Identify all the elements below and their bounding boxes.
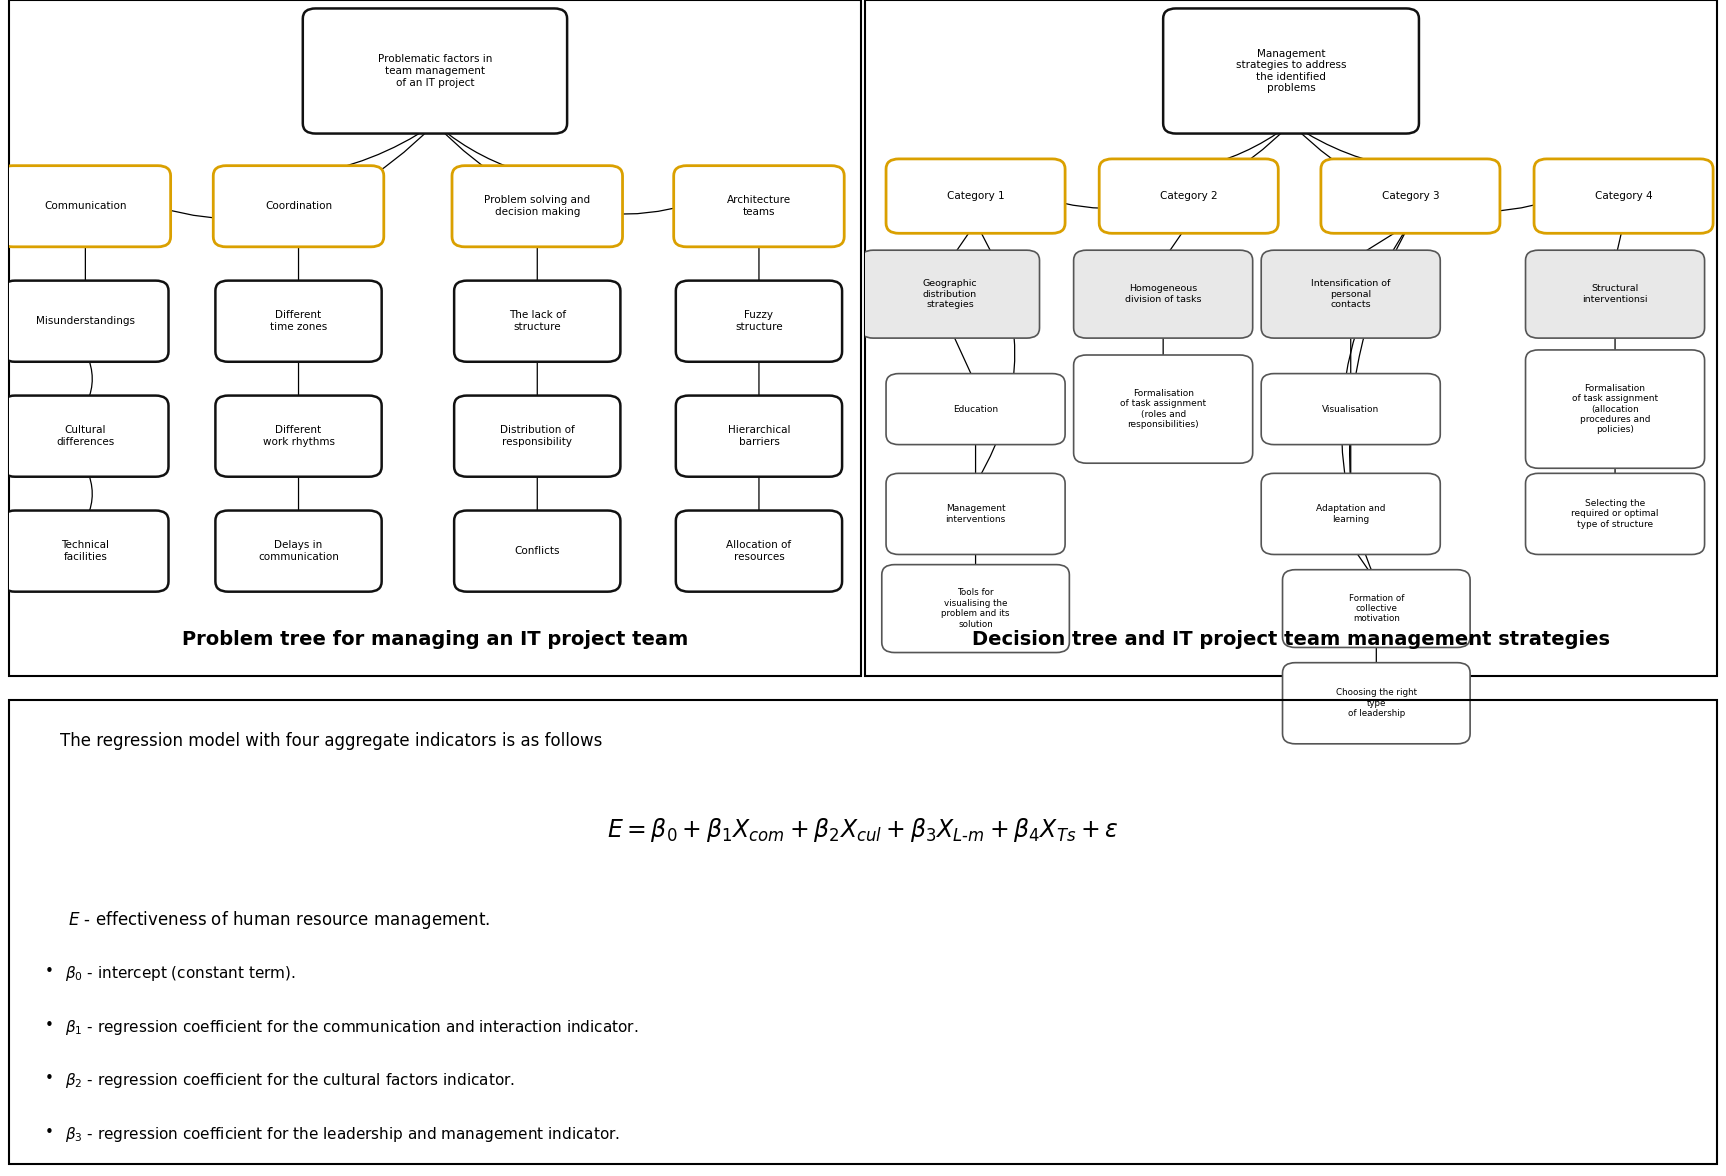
Text: Management
strategies to address
the identified
problems: Management strategies to address the ide…: [1236, 48, 1346, 93]
FancyBboxPatch shape: [1526, 473, 1705, 554]
FancyBboxPatch shape: [1074, 250, 1253, 339]
Text: Decision tree and IT project team management strategies: Decision tree and IT project team manage…: [972, 630, 1610, 649]
FancyBboxPatch shape: [1526, 250, 1705, 339]
Text: •: •: [45, 1124, 54, 1140]
FancyBboxPatch shape: [861, 250, 1039, 339]
Text: Different
time zones: Different time zones: [269, 310, 328, 332]
Text: $\beta_2$ - regression coefficient for the cultural factors indicator.: $\beta_2$ - regression coefficient for t…: [66, 1071, 514, 1090]
Text: $\mathit{E}=\beta_0+\beta_1\mathit{X}_{com}+\beta_2\mathit{X}_{cul}+\beta_3\math: $\mathit{E}=\beta_0+\beta_1\mathit{X}_{c…: [608, 816, 1118, 844]
Text: Management
interventions: Management interventions: [946, 505, 1006, 523]
Text: Cultural
differences: Cultural differences: [57, 426, 114, 447]
Text: Tools for
visualising the
problem and its
solution: Tools for visualising the problem and it…: [941, 588, 1010, 629]
Text: Choosing the right
type
of leadership: Choosing the right type of leadership: [1336, 688, 1417, 719]
Text: Formalisation
of task assignment
(allocation
procedures and
policies): Formalisation of task assignment (alloca…: [1572, 383, 1659, 434]
Text: $\beta_3$ - regression coefficient for the leadership and management indicator.: $\beta_3$ - regression coefficient for t…: [66, 1124, 620, 1144]
Text: Intensification of
personal
contacts: Intensification of personal contacts: [1312, 279, 1391, 309]
Text: •: •: [45, 1071, 54, 1087]
FancyBboxPatch shape: [452, 166, 623, 247]
Text: $\beta_1$ - regression coefficient for the communication and interaction indicat: $\beta_1$ - regression coefficient for t…: [66, 1018, 639, 1037]
FancyBboxPatch shape: [1163, 8, 1419, 134]
Text: $\beta_0$ - intercept (constant term).: $\beta_0$ - intercept (constant term).: [66, 964, 295, 983]
Text: Allocation of
resources: Allocation of resources: [727, 540, 792, 562]
FancyBboxPatch shape: [302, 8, 568, 134]
FancyBboxPatch shape: [885, 473, 1065, 554]
FancyBboxPatch shape: [2, 510, 169, 592]
FancyBboxPatch shape: [454, 395, 620, 476]
Text: Technical
facilities: Technical facilities: [62, 540, 109, 562]
Text: •: •: [45, 964, 54, 980]
FancyBboxPatch shape: [2, 395, 169, 476]
FancyBboxPatch shape: [1320, 159, 1500, 233]
FancyBboxPatch shape: [454, 281, 620, 362]
Text: Category 3: Category 3: [1381, 191, 1439, 201]
FancyBboxPatch shape: [885, 374, 1065, 445]
FancyBboxPatch shape: [1534, 159, 1714, 233]
FancyBboxPatch shape: [216, 510, 381, 592]
FancyBboxPatch shape: [677, 510, 842, 592]
Text: Distribution of
responsibility: Distribution of responsibility: [501, 426, 575, 447]
Text: Structural
interventionsi: Structural interventionsi: [1583, 285, 1648, 303]
Text: Visualisation: Visualisation: [1322, 405, 1379, 414]
Text: Conflicts: Conflicts: [514, 546, 559, 556]
Text: $\mathit{E}$ - effectiveness of human resource management.: $\mathit{E}$ - effectiveness of human re…: [69, 909, 490, 930]
Text: •: •: [45, 1018, 54, 1033]
FancyBboxPatch shape: [1282, 662, 1471, 743]
Text: Formalisation
of task assignment
(roles and
responsibilities): Formalisation of task assignment (roles …: [1120, 389, 1206, 429]
Text: The regression model with four aggregate indicators is as follows: The regression model with four aggregate…: [60, 733, 602, 750]
FancyBboxPatch shape: [1526, 350, 1705, 468]
FancyBboxPatch shape: [1074, 355, 1253, 463]
Text: Delays in
communication: Delays in communication: [259, 540, 338, 562]
Text: Homogeneous
division of tasks: Homogeneous division of tasks: [1125, 285, 1201, 303]
FancyBboxPatch shape: [885, 159, 1065, 233]
FancyBboxPatch shape: [0, 166, 171, 247]
FancyBboxPatch shape: [673, 166, 844, 247]
Text: Category 2: Category 2: [1160, 191, 1217, 201]
FancyBboxPatch shape: [216, 395, 381, 476]
FancyBboxPatch shape: [1262, 250, 1439, 339]
FancyBboxPatch shape: [214, 166, 383, 247]
Text: Category 1: Category 1: [948, 191, 1005, 201]
Text: Communication: Communication: [45, 201, 126, 212]
FancyBboxPatch shape: [1282, 569, 1471, 648]
Text: Formation of
collective
motivation: Formation of collective motivation: [1348, 594, 1403, 623]
Text: Adaptation and
learning: Adaptation and learning: [1315, 505, 1386, 523]
FancyBboxPatch shape: [216, 281, 381, 362]
FancyBboxPatch shape: [677, 281, 842, 362]
Text: Problem solving and
decision making: Problem solving and decision making: [485, 195, 590, 218]
Text: Different
work rhythms: Different work rhythms: [262, 426, 335, 447]
Text: Misunderstandings: Misunderstandings: [36, 316, 135, 326]
Text: Problematic factors in
team management
of an IT project: Problematic factors in team management o…: [378, 54, 492, 87]
FancyBboxPatch shape: [677, 395, 842, 476]
FancyBboxPatch shape: [454, 510, 620, 592]
FancyBboxPatch shape: [1262, 473, 1439, 554]
Text: Geographic
distribution
strategies: Geographic distribution strategies: [923, 279, 977, 309]
Text: Architecture
teams: Architecture teams: [727, 195, 791, 218]
FancyBboxPatch shape: [1262, 374, 1439, 445]
Text: Category 4: Category 4: [1595, 191, 1652, 201]
Text: Problem tree for managing an IT project team: Problem tree for managing an IT project …: [181, 630, 689, 649]
FancyBboxPatch shape: [882, 564, 1070, 653]
Text: Hierarchical
barriers: Hierarchical barriers: [728, 426, 791, 447]
Text: Education: Education: [953, 405, 998, 414]
FancyBboxPatch shape: [2, 281, 169, 362]
Text: Selecting the
required or optimal
type of structure: Selecting the required or optimal type o…: [1571, 499, 1659, 529]
Text: Coordination: Coordination: [266, 201, 331, 212]
Text: Fuzzy
structure: Fuzzy structure: [735, 310, 784, 332]
Text: The lack of
structure: The lack of structure: [509, 310, 566, 332]
FancyBboxPatch shape: [1099, 159, 1279, 233]
